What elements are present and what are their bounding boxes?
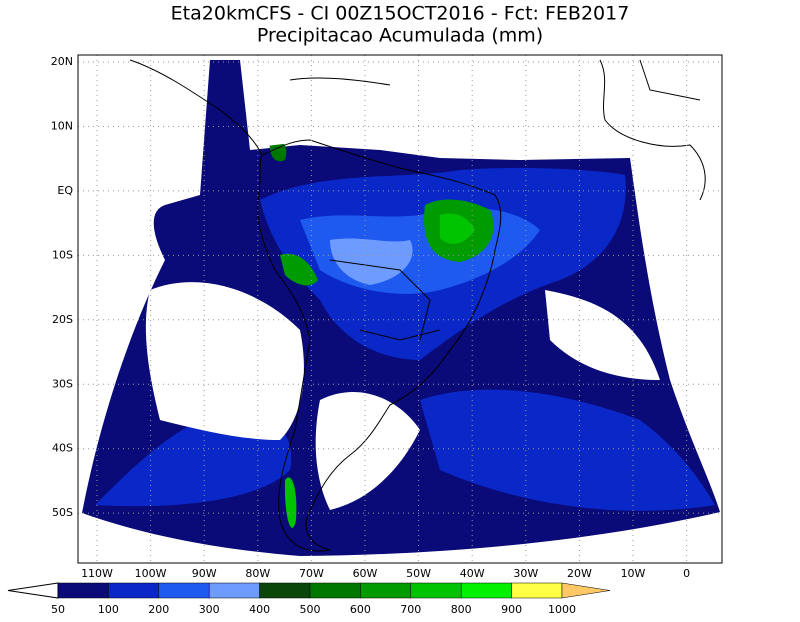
dry-area — [315, 391, 420, 510]
colorbar-box — [410, 582, 462, 599]
lon-label: 70W — [299, 567, 324, 580]
colorbar: 50 100 200 300 400 500 600 700 800 900 1000 — [7, 582, 611, 616]
precip-blue-pale — [330, 238, 413, 285]
lat-label: 20N — [51, 55, 73, 68]
colorbar-label: 1000 — [548, 603, 576, 616]
lat-label: 40S — [52, 442, 73, 455]
title: Eta20kmCFS - CI 00Z15OCT2016 - Fct: FEB2… — [171, 3, 630, 25]
lon-label: 60W — [353, 567, 378, 580]
lat-label: 50S — [52, 506, 73, 519]
precip-blue — [420, 389, 715, 511]
lon-label: 50W — [406, 567, 431, 580]
lon-label: 100W — [135, 567, 167, 580]
map-frame — [77, 54, 723, 564]
lat-label: 20S — [52, 313, 73, 326]
lat-label: 10N — [51, 119, 73, 132]
lat-label: 30S — [52, 377, 73, 390]
colorbar-label: 50 — [51, 603, 65, 616]
colorbar-label: 900 — [501, 603, 522, 616]
coastline — [256, 139, 502, 552]
precip-green — [284, 477, 297, 528]
colorbar-box — [57, 582, 109, 599]
colorbar-box — [460, 582, 512, 599]
colorbar-label: 100 — [98, 603, 119, 616]
coastline — [599, 59, 706, 201]
subtitle: Precipitacao Acumulada (mm) — [257, 25, 543, 47]
lon-label: 40W — [460, 567, 485, 580]
colorbar-box — [158, 582, 210, 599]
colorbar-label: 800 — [451, 603, 472, 616]
colorbar-under — [7, 582, 59, 599]
colorbar-label: 500 — [300, 603, 321, 616]
dry-area — [250, 60, 600, 158]
precip-green-light — [440, 213, 475, 244]
coastline — [129, 59, 391, 156]
colorbar-label: 300 — [199, 603, 220, 616]
colorbar-box — [309, 582, 361, 599]
colorbar-box — [511, 582, 563, 599]
colorbar-box — [259, 582, 311, 599]
lon-label: 110W — [81, 567, 113, 580]
lon-label: 30W — [513, 567, 538, 580]
lon-label: 90W — [192, 567, 217, 580]
lon-label: 20W — [567, 567, 592, 580]
colorbar-box — [360, 582, 412, 599]
lat-label: 10S — [52, 248, 73, 261]
lon-label: 0 — [683, 567, 690, 580]
colorbar-label: 200 — [148, 603, 169, 616]
lat-label: EQ — [57, 184, 73, 197]
dry-area — [145, 282, 304, 440]
colorbar-label: 600 — [350, 603, 371, 616]
colorbar-box — [208, 582, 260, 599]
lon-label: 80W — [245, 567, 270, 580]
dry-area — [545, 290, 660, 380]
colorbar-box — [108, 582, 160, 599]
lon-label: 10W — [621, 567, 646, 580]
colorbar-label: 400 — [249, 603, 270, 616]
precip-green — [280, 253, 318, 286]
colorbar-over — [561, 582, 611, 599]
colorbar-label: 700 — [400, 603, 421, 616]
map — [77, 54, 723, 564]
